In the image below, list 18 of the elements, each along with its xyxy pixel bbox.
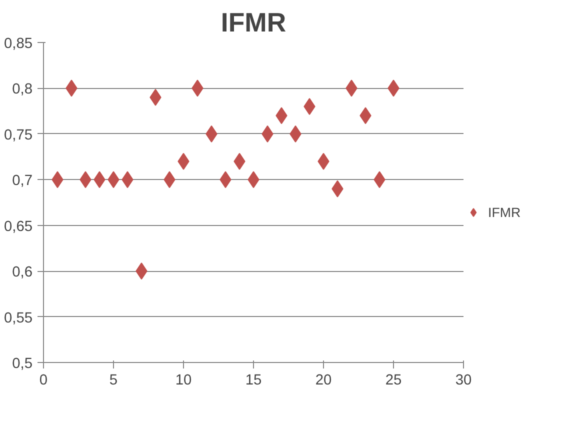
x-tick-label: 20 (315, 372, 332, 388)
legend-label: IFMR (488, 204, 521, 220)
chart-title: IFMR (220, 8, 286, 38)
x-tick-label: 5 (109, 372, 118, 388)
y-tick-label: 0,7 (12, 173, 32, 190)
y-tick-label: 0,65 (4, 218, 33, 235)
y-tick-label: 0,85 (4, 36, 33, 52)
point (304, 98, 316, 115)
y-tick-label: 0,75 (4, 127, 33, 144)
x-tick-label: 30 (455, 372, 472, 388)
x-tick-label: 25 (385, 372, 402, 388)
y-tick-label: 0,5 (12, 356, 32, 372)
x-tick-label: 10 (175, 372, 192, 388)
y-tick-label: 0,6 (12, 264, 32, 281)
y-tick-label: 0,55 (4, 310, 33, 326)
x-tick-label: 15 (245, 372, 262, 388)
x-tick-label: 0 (39, 372, 48, 388)
y-tick-label: 0,8 (12, 82, 32, 98)
